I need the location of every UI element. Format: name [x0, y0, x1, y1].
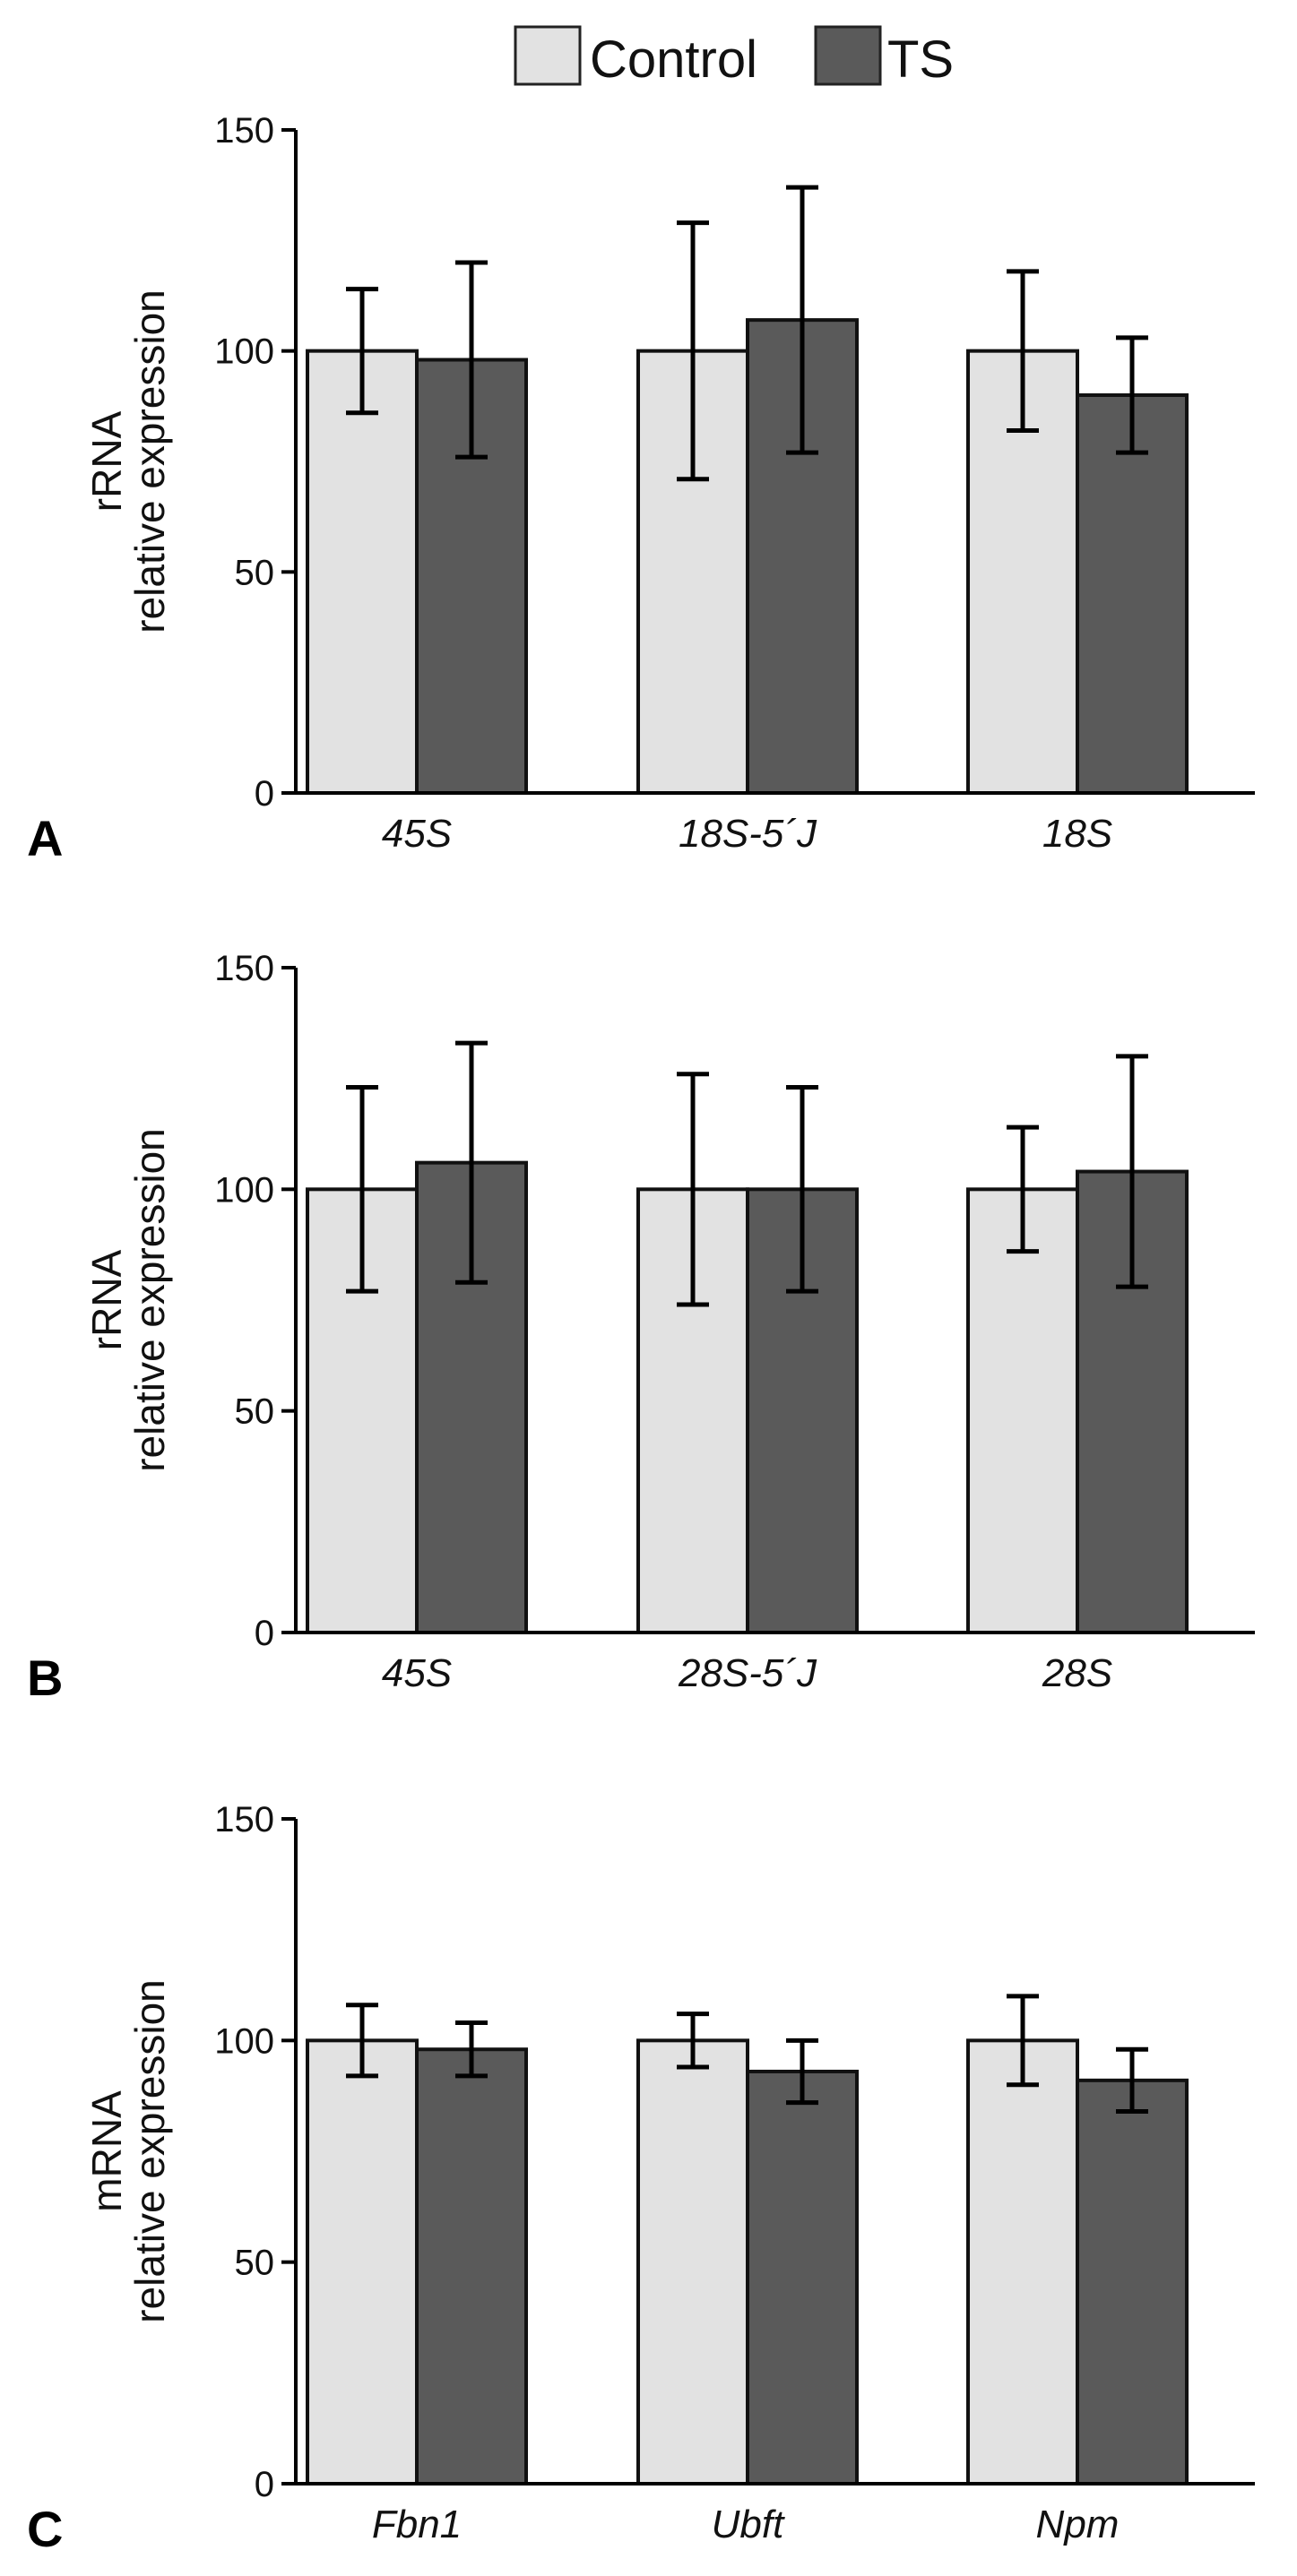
error-bar-control-0: [346, 287, 378, 416]
category-label: 28S: [1042, 1651, 1112, 1695]
error-bar-ts-2: [1116, 1054, 1148, 1289]
error-bar-ts-1: [786, 185, 818, 455]
y-axis-label-line2: relative expression: [126, 1128, 173, 1472]
category-label: 18S-5´J: [679, 812, 817, 856]
category-label: 45S: [382, 1651, 452, 1695]
error-bar-control-1: [677, 2012, 709, 2070]
category-label: 45S: [382, 812, 452, 856]
legend: Control TS: [514, 25, 954, 89]
y-axis-label-line1: mRNA: [83, 2090, 130, 2212]
y-axis-label: mRNArelative expression: [83, 1979, 173, 2323]
category-label: 28S-5´J: [678, 1651, 817, 1695]
bar-ts-1: [746, 2069, 859, 2486]
y-tick-label: 150: [214, 111, 274, 151]
error-bar-control-2: [1007, 1994, 1039, 2088]
panel-letter: C: [27, 2501, 63, 2557]
bar-control-0: [306, 349, 419, 795]
error-bar-control-1: [677, 220, 709, 482]
error-bar-ts-2: [1116, 2046, 1148, 2114]
error-bar-control-2: [1007, 269, 1039, 433]
chart-panel-a: 45S 18S-5´J 18S 0 50 100 150 rRNArelative expre…: [27, 111, 1255, 866]
chart-panel-c: Fbn1 Ubft Npm 0 50 100 150 mRNArelative express…: [27, 1800, 1255, 2557]
bar-ts-0: [415, 2047, 528, 2486]
y-axis-label-line1: rRNA: [83, 1249, 130, 1350]
bar-control-0: [306, 2038, 419, 2486]
error-bar-control-0: [346, 2003, 378, 2079]
legend-swatch-ts: [814, 25, 882, 86]
y-tick-label: 50: [235, 1392, 275, 1432]
category-label: Npm: [1036, 2503, 1120, 2546]
error-bar-control-0: [346, 1085, 378, 1294]
bar-ts-2: [1076, 2078, 1189, 2486]
category-label: Fbn1: [372, 2503, 462, 2546]
y-tick-label: 150: [214, 949, 274, 988]
error-bar-ts-1: [786, 1085, 818, 1294]
y-tick-label: 50: [235, 2244, 275, 2283]
category-label: 18S: [1042, 812, 1112, 856]
y-tick-label: 100: [214, 332, 274, 372]
y-tick-label: 100: [214, 1170, 274, 1210]
legend-label-control: Control: [590, 30, 757, 89]
panel-letter: A: [27, 810, 63, 866]
y-tick-label: 50: [235, 553, 275, 592]
error-bar-control-2: [1007, 1124, 1039, 1254]
panel-letter: B: [27, 1650, 63, 1706]
error-bar-ts-0: [455, 1040, 488, 1285]
error-bar-ts-1: [786, 2038, 818, 2106]
error-bar-ts-0: [455, 2020, 488, 2079]
y-tick-label: 0: [255, 774, 274, 814]
error-bar-ts-0: [455, 260, 488, 460]
chart-panel-b: 45S 28S-5´J 28S 0 50 100 150 rRNArelative expre…: [27, 949, 1255, 1706]
bar-control-2: [966, 1187, 1079, 1635]
category-label: Ubft: [712, 2503, 785, 2546]
error-bar-control-1: [677, 1072, 709, 1307]
legend-swatch-control: [514, 25, 582, 86]
legend-label-ts: TS: [887, 30, 954, 89]
y-axis-label-line2: relative expression: [126, 289, 173, 633]
error-bar-ts-2: [1116, 335, 1148, 455]
y-tick-label: 150: [214, 1800, 274, 1839]
y-tick-label: 0: [255, 2465, 274, 2504]
y-axis-label-line1: rRNA: [83, 410, 130, 512]
y-axis-label-line2: relative expression: [126, 1979, 173, 2323]
y-axis-label: rRNArelative expression: [83, 1128, 173, 1472]
y-axis-label: rRNArelative expression: [83, 289, 173, 633]
bar-control-1: [636, 2038, 749, 2486]
y-tick-label: 100: [214, 2021, 274, 2061]
y-tick-label: 0: [255, 1614, 274, 1653]
bar-control-2: [966, 2038, 1079, 2486]
